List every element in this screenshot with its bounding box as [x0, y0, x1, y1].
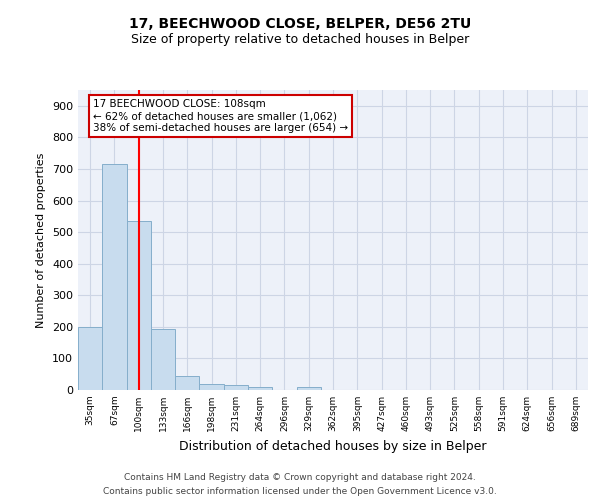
Bar	[175, 376, 199, 390]
Y-axis label: Number of detached properties: Number of detached properties	[37, 152, 46, 328]
Bar	[199, 384, 224, 390]
Bar	[296, 388, 321, 390]
Text: Contains HM Land Registry data © Crown copyright and database right 2024.: Contains HM Land Registry data © Crown c…	[124, 473, 476, 482]
Text: 17, BEECHWOOD CLOSE, BELPER, DE56 2TU: 17, BEECHWOOD CLOSE, BELPER, DE56 2TU	[129, 18, 471, 32]
Bar	[102, 164, 127, 390]
Bar	[248, 387, 272, 390]
Bar	[78, 327, 102, 390]
Text: 17 BEECHWOOD CLOSE: 108sqm
← 62% of detached houses are smaller (1,062)
38% of s: 17 BEECHWOOD CLOSE: 108sqm ← 62% of deta…	[93, 100, 348, 132]
Text: Size of property relative to detached houses in Belper: Size of property relative to detached ho…	[131, 32, 469, 46]
Bar	[151, 329, 175, 390]
X-axis label: Distribution of detached houses by size in Belper: Distribution of detached houses by size …	[179, 440, 487, 452]
Bar	[224, 386, 248, 390]
Bar	[127, 221, 151, 390]
Text: Contains public sector information licensed under the Open Government Licence v3: Contains public sector information licen…	[103, 486, 497, 496]
